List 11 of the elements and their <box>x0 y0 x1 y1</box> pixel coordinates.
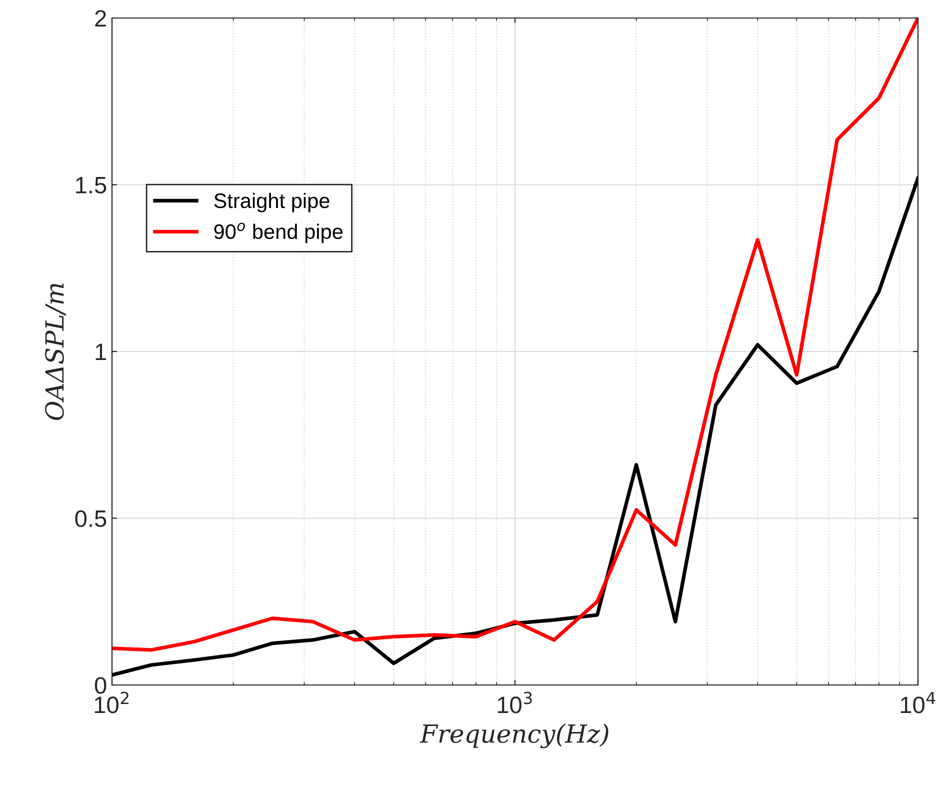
y-tick-label: 1.5 <box>76 177 106 194</box>
x-tick-label: 10$^{3}$ <box>498 692 532 714</box>
y-tick-label: 0.5 <box>75 510 106 528</box>
x-tick-label: 10$^{4}$ <box>900 692 936 714</box>
legend-label: 90$^{o}$ bend pipe <box>214 222 343 244</box>
y-axis-title: OAΔSPL/m <box>45 284 66 420</box>
y-tick-label: 1 <box>96 344 106 360</box>
legend-label: Straight pipe <box>214 192 330 212</box>
x-axis-title: Frequency(Hz) <box>420 724 608 748</box>
y-tick-label: 2 <box>95 10 106 27</box>
y-tick-label: 0 <box>94 677 106 694</box>
